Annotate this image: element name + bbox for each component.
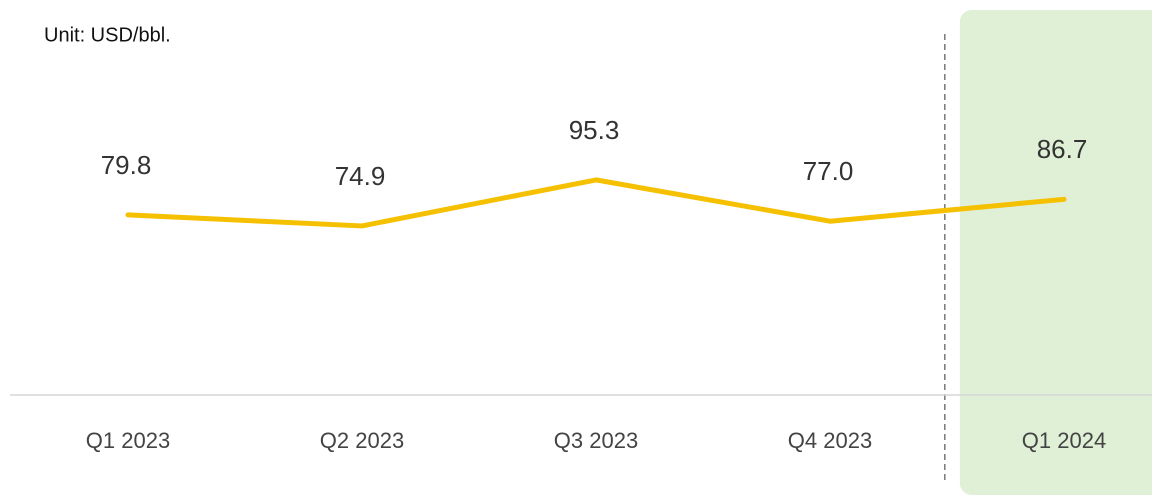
background-layer xyxy=(944,10,1152,495)
value-label: 77.0 xyxy=(803,156,854,186)
value-label: 74.9 xyxy=(335,161,386,191)
highlight-band xyxy=(959,10,1152,495)
x-tick-label: Q1 2023 xyxy=(86,428,170,453)
line-series xyxy=(125,177,1067,229)
x-tick-label: Q3 2023 xyxy=(554,428,638,453)
value-label: 95.3 xyxy=(569,115,620,145)
unit-label: Unit: USD/bbl. xyxy=(44,24,171,46)
value-label: 79.8 xyxy=(101,150,152,180)
value-label: 86.7 xyxy=(1037,134,1088,164)
x-tick-label: Q2 2023 xyxy=(320,428,404,453)
x-tick-label: Q1 2024 xyxy=(1022,428,1106,453)
x-tick-label: Q4 2023 xyxy=(788,428,872,453)
